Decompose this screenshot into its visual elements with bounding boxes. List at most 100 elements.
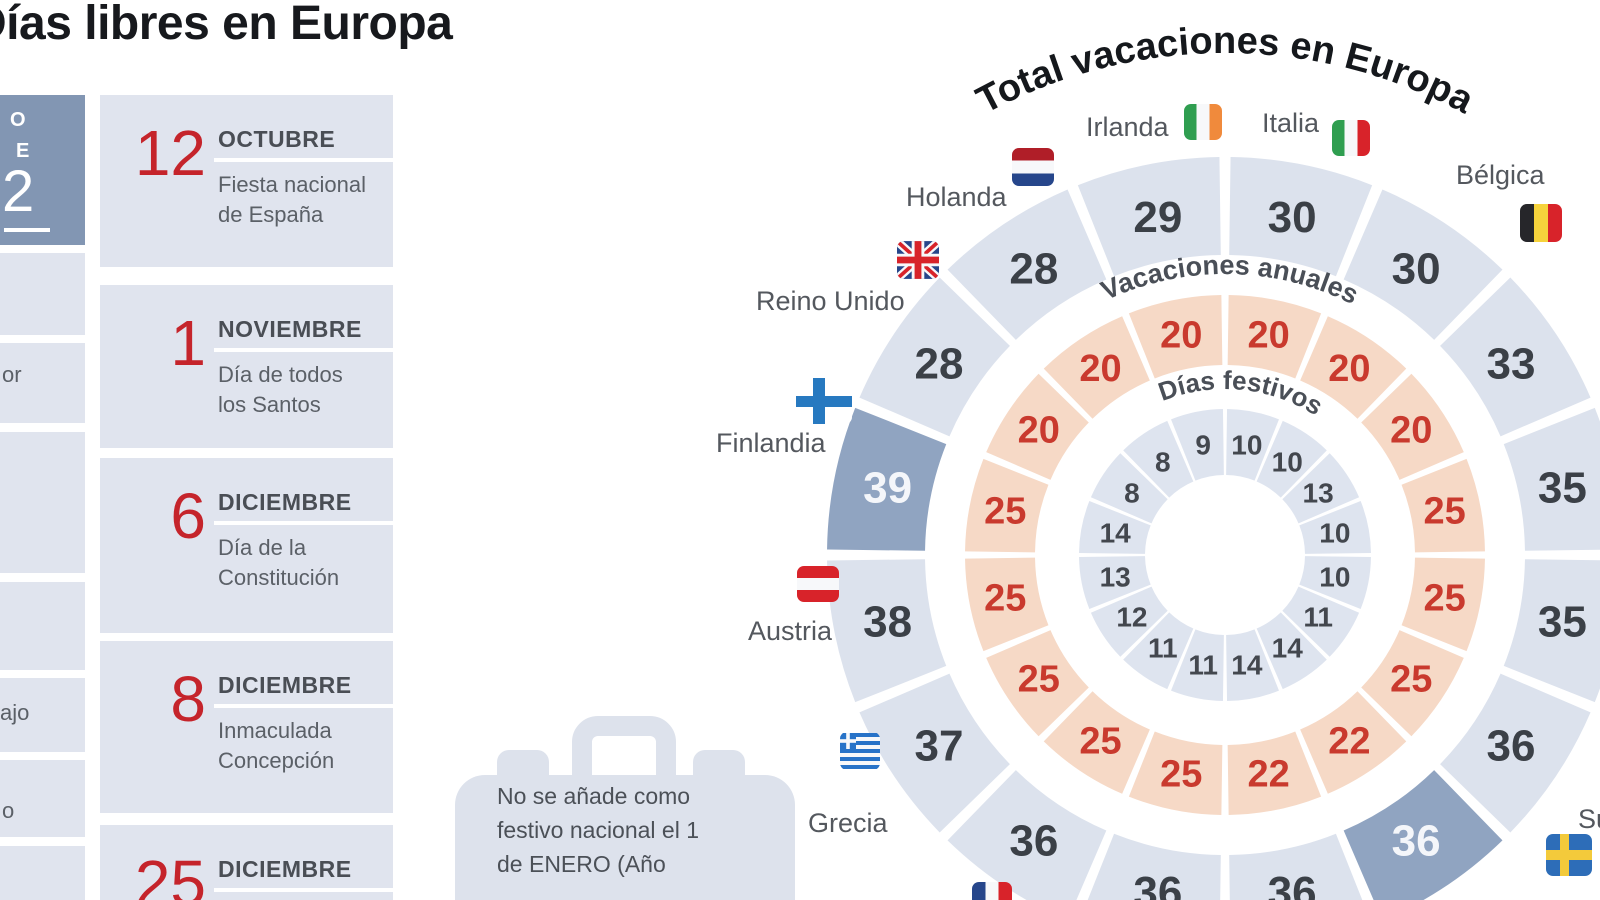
country-label-grecia: Grecia bbox=[808, 808, 888, 838]
ring-segment bbox=[947, 189, 1107, 340]
footnote: No se añade como festivo nacional el 1 de … bbox=[497, 779, 699, 881]
ring-segment bbox=[1343, 770, 1503, 900]
card-underline bbox=[4, 228, 50, 232]
total-vacation-value: 38 bbox=[863, 598, 912, 647]
ring-segment bbox=[1256, 420, 1327, 498]
holiday-month: NOVIEMBRE bbox=[218, 316, 362, 342]
ring-segment bbox=[827, 559, 947, 703]
public-holidays-value: 10 bbox=[1272, 446, 1303, 477]
annual-vacation-value: 25 bbox=[1390, 658, 1432, 700]
country-label-irlanda: Irlanda bbox=[1086, 112, 1169, 142]
public-holidays-value: 11 bbox=[1188, 649, 1218, 680]
ring-segment bbox=[1361, 630, 1464, 737]
public-holidays-value: 10 bbox=[1319, 561, 1350, 592]
ring-segment bbox=[1401, 557, 1485, 652]
holiday-card-cut bbox=[0, 432, 85, 573]
ring-segment bbox=[1227, 731, 1322, 815]
francia-flag-icon bbox=[972, 882, 1012, 900]
annual-vacation-value: 20 bbox=[1248, 314, 1290, 356]
total-vacation-value: 39 bbox=[863, 463, 912, 512]
bélgica-flag-icon bbox=[1520, 204, 1562, 242]
total-vacation-value: 28 bbox=[1009, 244, 1058, 293]
holiday-card-cut bbox=[0, 760, 85, 837]
holiday-card: 1 NOVIEMBRE Día de todos los Santos bbox=[100, 285, 393, 448]
ring-segment bbox=[1077, 157, 1221, 277]
country-label-holanda: Holanda bbox=[906, 182, 1007, 212]
annual-vacation-value: 25 bbox=[1424, 578, 1466, 620]
card-divider bbox=[214, 888, 393, 892]
suecia-flag-icon bbox=[1546, 834, 1592, 876]
vacation-wheel-chart: 11 25 36 11 25 36 12 25 37 13 25 38 14 25 39 8 20 28 8 20 28… bbox=[827, 20, 1600, 900]
irlanda-flag-icon bbox=[1184, 104, 1222, 140]
country-label-italia: Italia bbox=[1262, 108, 1320, 138]
total-vacation-value: 29 bbox=[1133, 193, 1182, 242]
ring-segment bbox=[1503, 559, 1600, 703]
public-holidays-value: 8 bbox=[1124, 477, 1140, 508]
annual-vacation-value: 20 bbox=[1079, 348, 1121, 390]
ring-segment bbox=[1256, 612, 1327, 690]
holiday-card: 8 DICIEMBRE Inmaculada Concepción bbox=[100, 641, 393, 813]
ring-segment bbox=[859, 277, 1010, 437]
public-holidays-value: 14 bbox=[1100, 518, 1132, 549]
italia-flag-icon bbox=[1332, 120, 1370, 156]
ring-segment bbox=[1090, 453, 1168, 524]
ring-segment bbox=[1043, 691, 1150, 794]
holiday-card: 12 OCTUBRE Fiesta nacional de España bbox=[100, 95, 393, 267]
footnote-line: No se añade como bbox=[497, 783, 691, 809]
ring-segment bbox=[1227, 295, 1322, 379]
ring-segment bbox=[1123, 420, 1194, 498]
chart-title: Total vacaciones en Europa bbox=[970, 20, 1481, 122]
country-label-reino-unido: Reino Unido bbox=[756, 286, 905, 316]
holiday-card: 25 DICIEMBRE bbox=[100, 825, 393, 900]
ring-segment bbox=[1503, 407, 1600, 551]
ring-segment bbox=[1226, 629, 1279, 701]
total-vacation-value: 36 bbox=[1487, 722, 1536, 771]
holiday-card-cut bbox=[0, 678, 85, 752]
card-fragment: E bbox=[16, 140, 30, 162]
card-text-fragment: ajo bbox=[0, 700, 30, 725]
ring-segment bbox=[947, 770, 1107, 900]
country-label-austria: Austria bbox=[748, 616, 833, 646]
public-holidays-value: 13 bbox=[1303, 477, 1334, 508]
public-holidays-value: 14 bbox=[1231, 649, 1263, 680]
annual-vacation-value: 22 bbox=[1248, 754, 1290, 796]
public-holidays-value: 11 bbox=[1148, 633, 1178, 664]
austria-flag-icon bbox=[797, 566, 839, 602]
holiday-month: DICIEMBRE bbox=[218, 672, 352, 698]
ring-segment bbox=[1229, 833, 1363, 900]
annual-vacation-value: 20 bbox=[1160, 314, 1202, 356]
total-vacation-value: 36 bbox=[1268, 868, 1317, 900]
public-holidays-value: 10 bbox=[1319, 518, 1350, 549]
total-vacation-value: 36 bbox=[1009, 817, 1058, 866]
ring-segment bbox=[986, 630, 1089, 737]
holiday-month: OCTUBRE bbox=[218, 126, 336, 152]
suitcase-handle-icon bbox=[572, 716, 676, 802]
total-vacation-value: 35 bbox=[1538, 598, 1587, 647]
footnote-line: festivo nacional el 1 bbox=[497, 817, 700, 843]
card-text-fragment: o bbox=[2, 798, 15, 823]
ring-segment bbox=[986, 373, 1089, 480]
holiday-description: Inmaculada Concepción bbox=[218, 718, 335, 773]
holiday-day: 1 bbox=[170, 307, 206, 379]
ring-segment bbox=[1282, 586, 1360, 657]
ring-segment bbox=[1440, 673, 1591, 833]
public-holidays-value: 10 bbox=[1231, 430, 1262, 461]
annual-vacation-value: 25 bbox=[1424, 490, 1466, 532]
ring-segment bbox=[1171, 629, 1224, 701]
public-holidays-value: 11 bbox=[1303, 602, 1333, 633]
holiday-card-cut bbox=[0, 343, 85, 423]
card-fragment: 2 bbox=[2, 159, 35, 224]
ring-segment bbox=[1361, 373, 1464, 480]
ring-segment bbox=[1123, 612, 1194, 690]
annual-vacation-value: 20 bbox=[1328, 348, 1370, 390]
annual-vacation-value: 22 bbox=[1328, 720, 1370, 762]
annual-vacation-value: 25 bbox=[1160, 754, 1202, 796]
ring-segment bbox=[1043, 316, 1150, 419]
ring-segment bbox=[965, 458, 1049, 553]
annual-vacation-value: 25 bbox=[1079, 720, 1121, 762]
ring-segment bbox=[859, 673, 1010, 833]
card-divider bbox=[214, 521, 393, 525]
holiday-card: 6 DICIEMBRE Día de la Constitución bbox=[100, 458, 393, 633]
